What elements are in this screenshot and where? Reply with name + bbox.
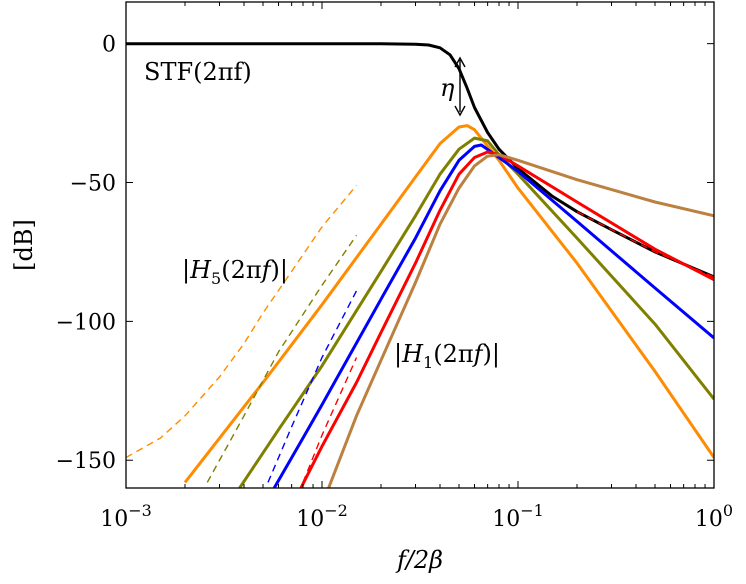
asymptote-line-8 xyxy=(267,290,358,483)
y-tick-label-0: 0 xyxy=(102,33,116,58)
x-axis-label: f/2β xyxy=(395,546,443,574)
x-tick-label-0: 10−3 xyxy=(100,501,152,532)
series-line-3 xyxy=(272,143,714,488)
y-tick-label-2: −100 xyxy=(56,310,116,335)
h1-annotation: |H1(2πf)| xyxy=(394,340,500,372)
series-line-1 xyxy=(183,124,714,484)
eta-arrow xyxy=(454,56,466,117)
h5-annotation: |H5(2πf)| xyxy=(182,256,288,288)
asymptote-line-9 xyxy=(302,357,358,483)
stf-annotation: STF(2πf) xyxy=(144,58,252,86)
plot-frame xyxy=(125,1,715,489)
y-axis-label: [dB] xyxy=(10,219,38,271)
asymptote-line-6 xyxy=(126,184,358,459)
ticks-layer: 10−3 10−2 10−1 100 0 −50 −100 −150 xyxy=(56,2,733,532)
x-tick-label-2: 10−1 xyxy=(492,501,544,532)
y-tick-label-1: −50 xyxy=(70,172,116,197)
series-line-2 xyxy=(238,136,714,488)
y-tick-label-3: −150 xyxy=(56,449,116,474)
series-layer xyxy=(126,42,714,488)
series-line-4 xyxy=(299,150,714,488)
asymptote-line-7 xyxy=(206,234,358,483)
x-tick-label-1: 10−2 xyxy=(296,501,348,532)
asymptote-line-10 xyxy=(576,211,714,278)
eta-annotation: η xyxy=(440,74,455,102)
x-tick-label-3: 100 xyxy=(695,501,733,532)
series-line-5 xyxy=(327,153,714,488)
